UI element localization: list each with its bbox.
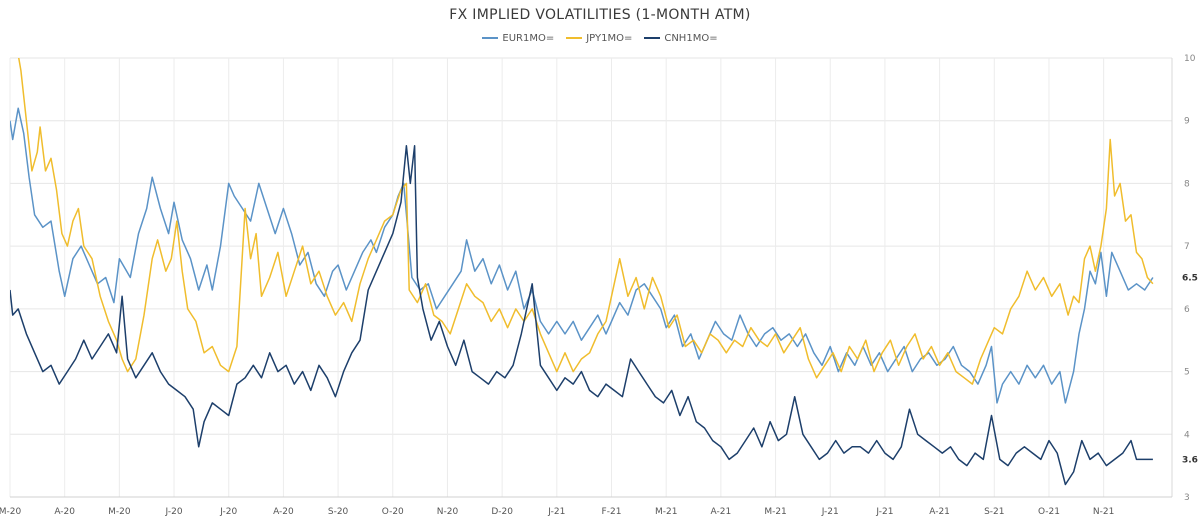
x-tick-label: J-21 xyxy=(547,507,565,517)
legend-label: JPY1MO= xyxy=(586,33,633,44)
y-tick-label: 6 xyxy=(1184,305,1190,315)
x-tick-label: J-20 xyxy=(165,507,183,517)
series-line-eur1mo xyxy=(10,107,1154,404)
x-tick-label: M-20 xyxy=(108,507,131,517)
legend-label: EUR1MO= xyxy=(502,33,555,44)
x-tick-label: M-21 xyxy=(764,507,786,517)
x-tick-label: O-21 xyxy=(1038,507,1060,517)
y-tick-label: 5 xyxy=(1184,368,1190,378)
y-tick-label: 9 xyxy=(1184,117,1190,127)
x-tick-label: M-20 xyxy=(0,507,22,517)
series-line-jpy1mo xyxy=(17,58,1154,385)
legend-label: CNH1MO= xyxy=(664,33,718,44)
legend-swatch xyxy=(644,37,661,39)
x-tick-label: F-21 xyxy=(602,507,622,517)
end-value-label: 6.5 xyxy=(1182,274,1198,284)
x-tick-label: A-21 xyxy=(711,507,732,517)
y-tick-label: 10 xyxy=(1184,54,1196,64)
y-tick-label: 4 xyxy=(1184,430,1190,440)
legend-item-cnh1mo: CNH1MO= xyxy=(644,33,718,44)
legend-swatch xyxy=(482,37,499,39)
x-tick-label: S-21 xyxy=(984,507,1004,517)
y-tick-label: 3 xyxy=(1184,493,1190,503)
x-tick-label: D-20 xyxy=(491,507,513,517)
y-tick-label: 8 xyxy=(1184,179,1190,189)
legend-item-jpy1mo: JPY1MO= xyxy=(566,33,632,44)
end-value-label: 3.6 xyxy=(1182,455,1198,465)
x-tick-label: A-21 xyxy=(929,507,950,517)
x-tick-label: N-21 xyxy=(1093,507,1114,517)
chart-title: FX IMPLIED VOLATILITIES (1-MONTH ATM) xyxy=(449,7,751,23)
legend: EUR1MO= JPY1MO= CNH1MO= xyxy=(0,33,1200,44)
x-tick-label: N-20 xyxy=(437,507,459,517)
x-tick-label: A-20 xyxy=(54,507,75,517)
legend-item-eur1mo: EUR1MO= xyxy=(482,33,554,44)
x-tick-label: J-21 xyxy=(821,507,839,517)
x-tick-label: A-20 xyxy=(273,507,294,517)
x-tick-label: S-20 xyxy=(328,507,349,517)
series-line-cnh1mo xyxy=(10,145,1153,486)
x-tick-label: J-21 xyxy=(875,507,893,517)
x-tick-label: J-20 xyxy=(219,507,237,517)
x-tick-label: M-21 xyxy=(655,507,677,517)
legend-swatch xyxy=(566,37,583,39)
y-tick-label: 7 xyxy=(1184,242,1190,252)
x-tick-label: O-20 xyxy=(382,507,404,517)
